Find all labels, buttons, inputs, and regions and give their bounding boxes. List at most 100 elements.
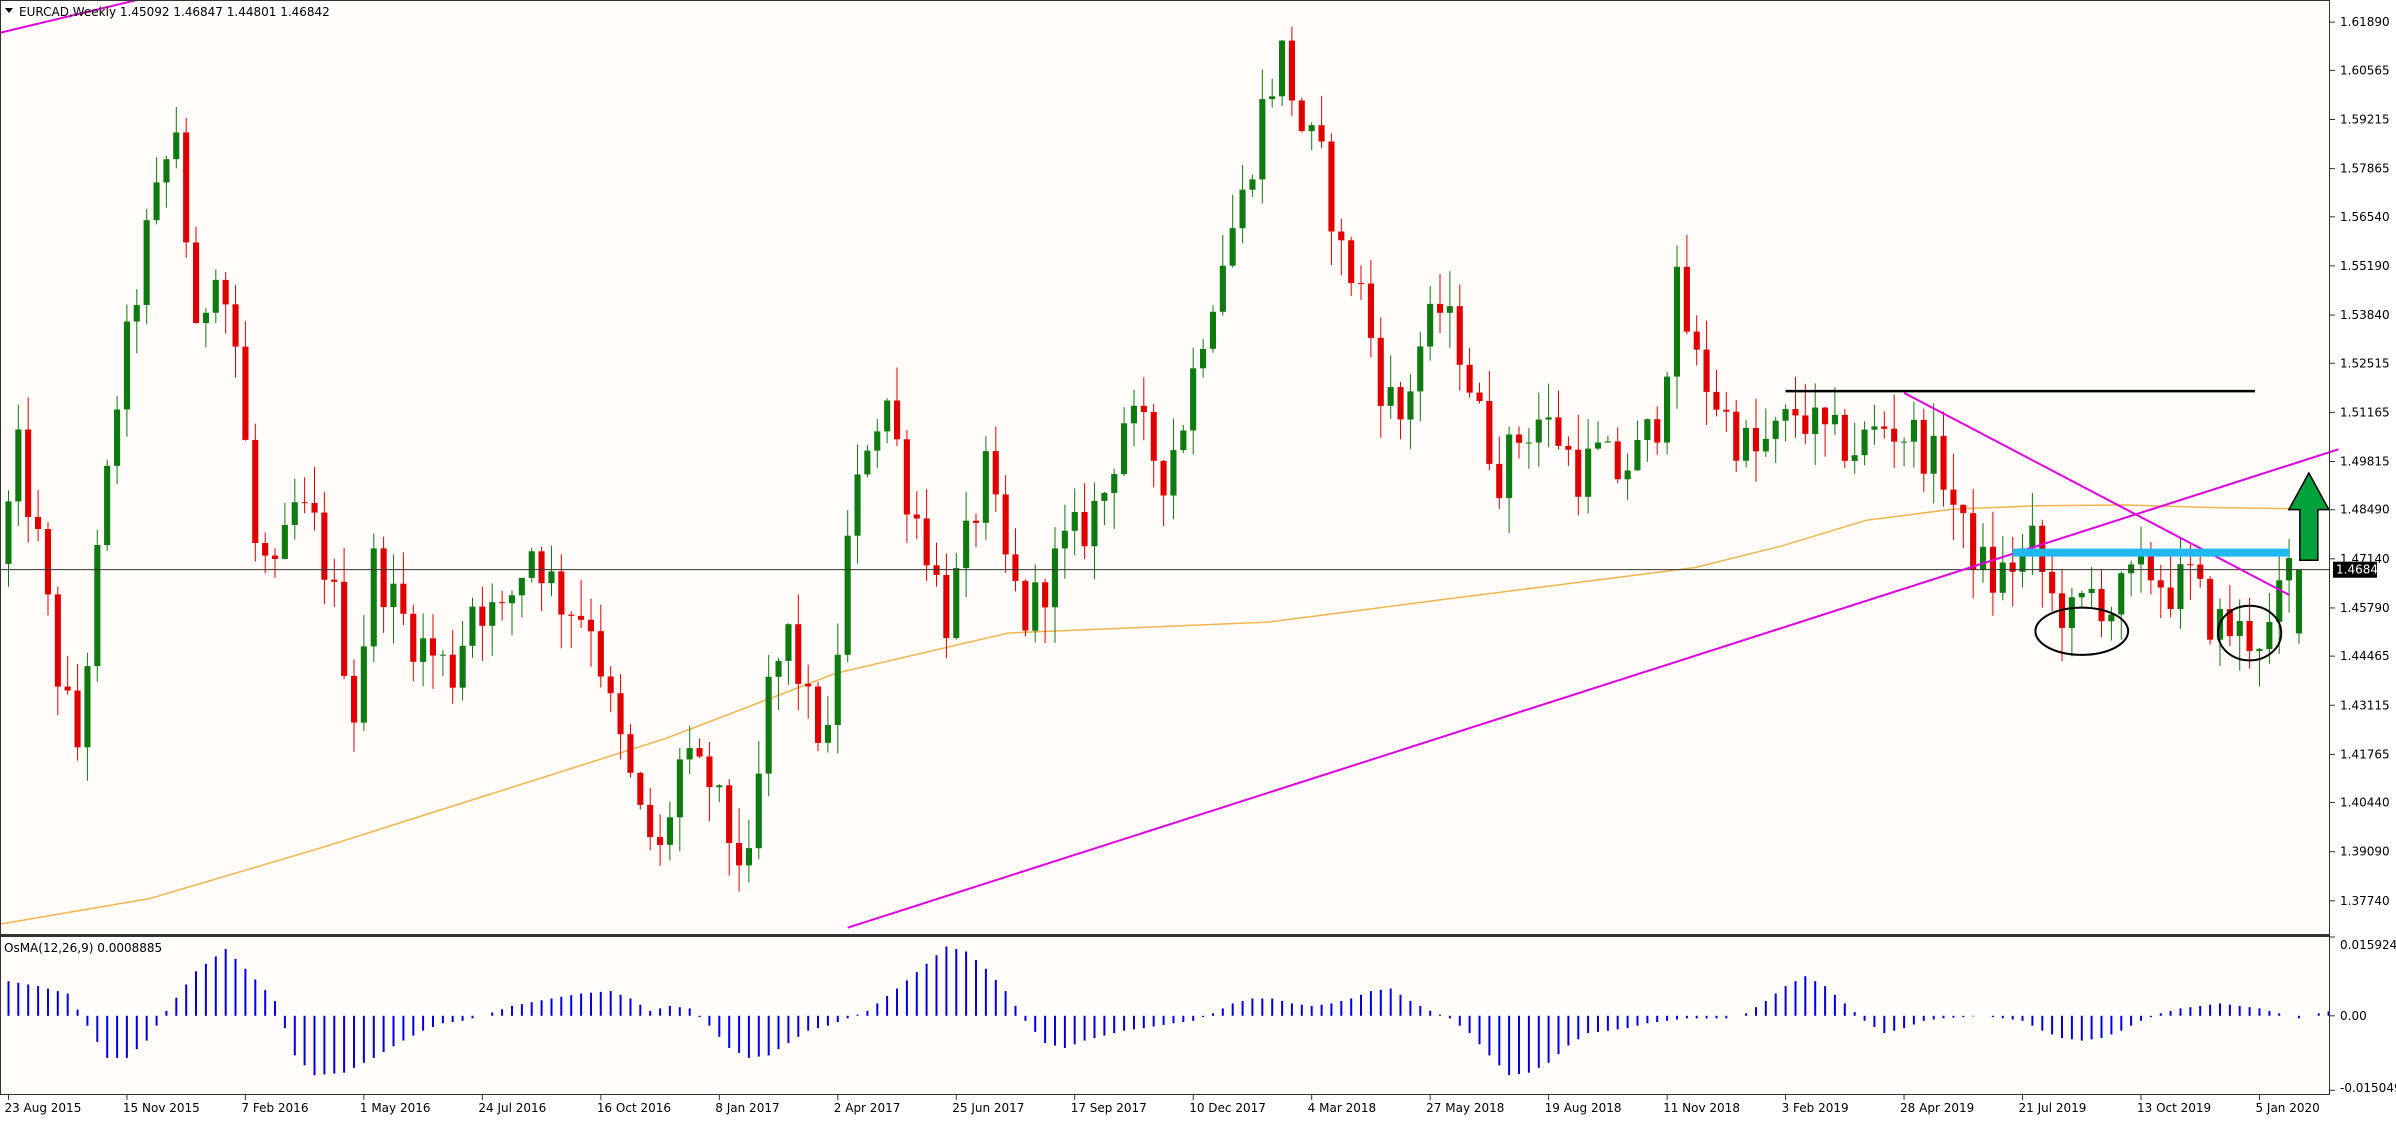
candle-body — [1298, 100, 1305, 131]
candle-body — [676, 759, 683, 818]
candle-body — [2088, 588, 2095, 593]
candle — [1397, 381, 1404, 440]
candle-body — [143, 220, 150, 305]
candle-body — [647, 804, 654, 838]
candle-body — [84, 666, 91, 748]
candle-body — [94, 545, 101, 667]
upper-trendline[interactable] — [0, 0, 138, 34]
candle — [1733, 400, 1740, 473]
candle — [982, 436, 989, 541]
candle — [1525, 428, 1532, 469]
candle-body — [173, 132, 180, 160]
candle — [1486, 370, 1493, 470]
candle — [1456, 284, 1463, 391]
time-tick-label: 28 Apr 2019 — [1900, 1101, 1974, 1115]
candle — [400, 552, 407, 625]
support-trendline[interactable] — [847, 448, 2339, 929]
price-tick-label: 1.53840 — [2340, 308, 2390, 322]
candle — [953, 552, 960, 640]
candle-body — [212, 279, 219, 313]
time-tick-label: 4 Mar 2018 — [1308, 1101, 1376, 1115]
time-tick-label: 25 Jun 2017 — [952, 1101, 1024, 1115]
candle — [1180, 424, 1187, 454]
candle — [311, 466, 318, 531]
candle — [755, 741, 762, 860]
bullish-arrow-icon[interactable] — [2287, 471, 2331, 562]
candle-body — [696, 748, 703, 757]
candle — [114, 395, 121, 485]
candle-body — [548, 571, 555, 584]
candle-body — [1051, 548, 1058, 608]
osma-tick-label: -0.0150493 — [2340, 1081, 2396, 1095]
candle-body — [1427, 303, 1434, 347]
candle-body — [331, 579, 338, 582]
candle-body — [2128, 564, 2135, 574]
candle — [153, 157, 160, 225]
candle — [1160, 459, 1167, 527]
candle — [1446, 271, 1453, 348]
candle-body — [1940, 435, 1947, 490]
candle — [972, 513, 979, 548]
candle — [1190, 347, 1197, 455]
candle — [597, 604, 604, 688]
candle-body — [1121, 423, 1128, 475]
candle-body — [64, 686, 71, 691]
candle-body — [272, 555, 279, 559]
candle — [222, 271, 229, 334]
candle-body — [232, 304, 239, 347]
candle — [686, 725, 693, 774]
candle — [84, 652, 91, 781]
time-tick-label: 11 Nov 2018 — [1663, 1101, 1740, 1115]
candle-body — [1634, 440, 1641, 471]
candle-body — [202, 312, 209, 323]
candle-body — [834, 654, 841, 725]
candle — [2128, 560, 2135, 597]
candle-body — [1081, 512, 1088, 547]
time-tick-label: 10 Dec 2017 — [1189, 1101, 1266, 1115]
candle-body — [153, 182, 160, 221]
resistance-zone[interactable] — [2012, 548, 2290, 557]
descending-trendline[interactable] — [1903, 392, 2290, 596]
candle — [528, 547, 535, 583]
candle-body — [410, 613, 417, 662]
candle — [1980, 523, 1987, 583]
candle-body — [25, 429, 32, 517]
candle — [331, 558, 338, 607]
candle — [607, 666, 614, 713]
candle — [1259, 69, 1266, 204]
candle-body — [1002, 494, 1009, 555]
candle — [202, 307, 209, 348]
candle — [74, 663, 81, 761]
candle-body — [1249, 179, 1256, 190]
candle-body — [745, 848, 752, 866]
candle — [54, 586, 61, 716]
candle-body — [1358, 283, 1365, 284]
candle-body — [1042, 582, 1049, 608]
candle-body — [1723, 409, 1730, 412]
candle — [815, 682, 822, 751]
candle-body — [163, 159, 170, 183]
support-ellipse[interactable] — [2217, 604, 2283, 662]
candle-body — [1012, 554, 1019, 581]
candle-body — [726, 785, 733, 843]
candle — [1002, 475, 1009, 573]
candle-body — [943, 575, 950, 638]
candle — [1219, 235, 1226, 316]
time-tick-label: 24 Jul 2016 — [478, 1101, 546, 1115]
oscillator-pane — [0, 937, 2330, 1095]
candle — [1644, 418, 1651, 462]
candle-body — [1980, 546, 1987, 570]
current-price-label: 1.46842 — [2336, 563, 2386, 577]
candle — [795, 594, 802, 711]
collapse-triangle-icon[interactable] — [5, 8, 13, 13]
candle — [1328, 133, 1335, 265]
candle — [1407, 374, 1414, 449]
candle — [1673, 245, 1680, 409]
candle — [637, 771, 644, 810]
candle-body — [864, 450, 871, 475]
candle-body — [2009, 562, 2016, 572]
candle-body — [637, 772, 644, 805]
candle-body — [1624, 470, 1631, 480]
support-ellipse[interactable] — [2034, 606, 2130, 656]
